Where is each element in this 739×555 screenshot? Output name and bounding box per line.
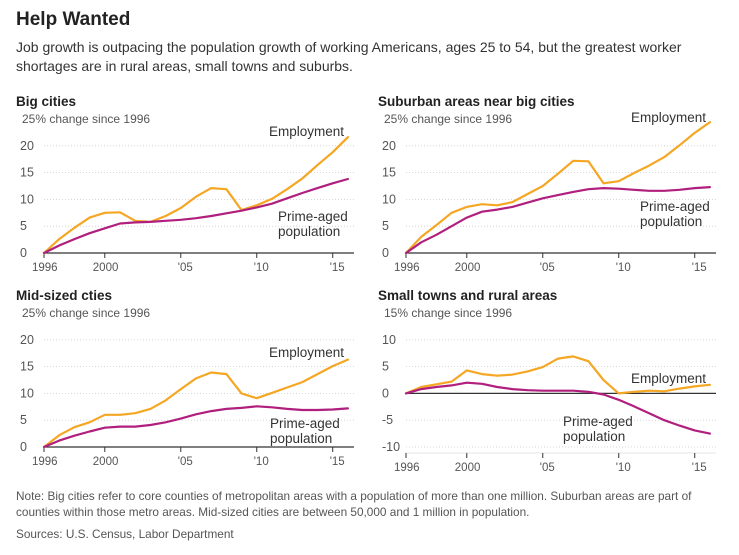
x-tick-label: '10 — [616, 262, 631, 274]
employment-series-label: Employment — [631, 371, 706, 386]
x-tick-label: '10 — [254, 456, 269, 468]
x-tick-label: '15 — [692, 462, 707, 474]
chart-subtitle: Job growth is outpacing the population g… — [16, 39, 682, 74]
x-tick-label: '15 — [330, 262, 345, 274]
x-tick-label: '10 — [254, 262, 269, 274]
y-tick-label: 5 — [20, 413, 27, 427]
source-line: Sources: U.S. Census, Labor Department — [16, 527, 234, 541]
y-tick-label: 10 — [20, 192, 34, 206]
panel-chart: 15% change since 1996 -10 -5 0 5 10 1996 2000 '0… — [382, 306, 716, 474]
panel-title: Mid-sized cties — [16, 288, 113, 303]
panel-title: Big cities — [16, 94, 77, 109]
panel-suburban: Suburban areas near big cities 25% chang… — [378, 94, 723, 274]
x-tick-label: 2000 — [455, 262, 481, 274]
x-tick-label: '05 — [178, 456, 193, 468]
y-tick-label: 20 — [20, 333, 34, 347]
population-line — [404, 381, 711, 435]
y-axis-label: 15% change since 1996 — [384, 306, 512, 320]
x-tick-label: 2000 — [455, 462, 481, 474]
employment-line — [42, 136, 349, 255]
y-tick-label: 20 — [382, 139, 396, 153]
y-tick-label: 0 — [20, 246, 27, 260]
y-tick-label: 0 — [382, 386, 389, 400]
x-tick-label: 1996 — [394, 462, 420, 474]
x-tick-label: 1996 — [32, 262, 58, 274]
population-series-label: Prime-aged — [278, 209, 348, 224]
population-line — [42, 177, 349, 255]
chart-title: Help Wanted — [16, 9, 131, 30]
y-tick-label: 10 — [20, 386, 34, 400]
employment-series-label: Employment — [269, 345, 344, 360]
footnote: Note: Big cities refer to core counties … — [16, 489, 692, 519]
population-line — [42, 405, 349, 449]
panel-mid-sized: Mid-sized cties 25% change since 1996 0 5 1… — [16, 288, 361, 468]
x-tick-label: '05 — [540, 262, 555, 274]
x-tick-label: 1996 — [32, 456, 58, 468]
x-tick-label: '05 — [178, 262, 193, 274]
panel-big-cities: Big cities 25% change since 1996 0 5 10 15 20… — [16, 94, 361, 274]
x-tick-label: '05 — [540, 462, 555, 474]
x-tick-label: '15 — [692, 262, 707, 274]
x-tick-label: 2000 — [93, 262, 119, 274]
employment-line — [404, 121, 711, 255]
employment-line — [42, 358, 349, 449]
y-tick-label: -5 — [382, 413, 393, 427]
panel-title: Small towns and rural areas — [378, 288, 558, 303]
x-tick-label: '10 — [616, 462, 631, 474]
y-tick-label: 15 — [20, 166, 34, 180]
population-line — [404, 186, 711, 255]
x-tick-label: 1996 — [394, 262, 420, 274]
y-tick-label: 5 — [382, 219, 389, 233]
y-tick-label: 10 — [382, 192, 396, 206]
y-axis-label: 25% change since 1996 — [22, 306, 150, 320]
employment-series-label: Employment — [631, 110, 706, 125]
y-tick-label: 5 — [382, 360, 389, 374]
panel-chart: 25% change since 1996 0 5 10 15 20 1996 2000 '05… — [20, 112, 354, 274]
panel-small-towns: Small towns and rural areas 15% change s… — [378, 288, 723, 474]
y-tick-label: 10 — [382, 333, 396, 347]
y-tick-label: -10 — [382, 440, 400, 454]
x-tick-label: '15 — [330, 456, 345, 468]
y-tick-label: 5 — [20, 219, 27, 233]
y-tick-label: 20 — [20, 139, 34, 153]
y-tick-label: 15 — [20, 360, 34, 374]
panel-title: Suburban areas near big cities — [378, 94, 575, 109]
population-series-label: population — [563, 429, 625, 444]
panel-chart: 25% change since 1996 0 5 10 15 20 1996 2000 '05… — [20, 306, 354, 468]
population-series-label: population — [270, 431, 332, 446]
employment-series-label: Employment — [269, 124, 344, 139]
population-series-label: population — [278, 224, 340, 239]
x-tick-label: 2000 — [93, 456, 119, 468]
y-tick-label: 0 — [382, 246, 389, 260]
population-series-label: population — [640, 214, 702, 229]
y-tick-label: 15 — [382, 166, 396, 180]
population-series-label: Prime-aged — [270, 416, 340, 431]
y-tick-label: 0 — [20, 440, 27, 454]
panel-chart: 25% change since 1996 0 5 10 15 20 1996 2000 '05… — [382, 110, 716, 274]
y-axis-label: 25% change since 1996 — [384, 112, 512, 126]
y-axis-label: 25% change since 1996 — [22, 112, 150, 126]
employment-line — [404, 355, 711, 395]
population-series-label: Prime-aged — [640, 199, 710, 214]
population-series-label: Prime-aged — [563, 414, 633, 429]
